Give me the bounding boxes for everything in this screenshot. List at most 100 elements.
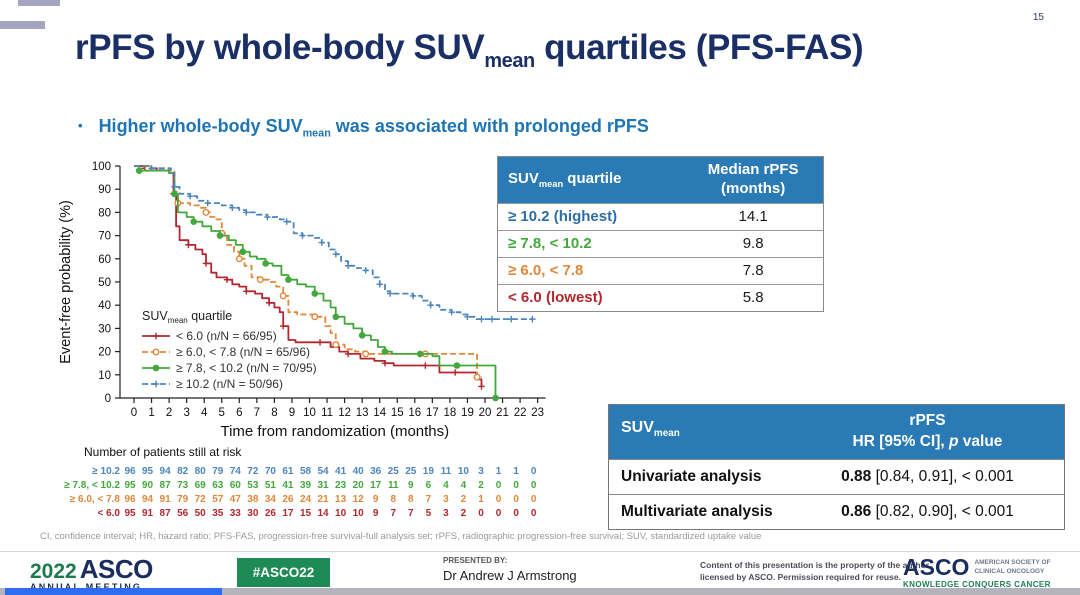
at-risk-value: 2: [461, 508, 467, 519]
at-risk-value: 33: [230, 508, 242, 519]
at-risk-value: 34: [265, 494, 277, 505]
svg-text:23: 23: [531, 407, 544, 419]
decor-bar-left: [0, 21, 45, 29]
at-risk-value: 90: [142, 480, 154, 491]
svg-text:18: 18: [444, 407, 457, 419]
at-risk-value: 87: [160, 508, 172, 519]
km-series-ge102: [134, 165, 536, 323]
at-risk-value: 31: [317, 480, 329, 491]
hashtag-badge: #ASCO22: [237, 558, 330, 587]
at-risk-value: 0: [496, 508, 502, 519]
bullet-point: • Higher whole-body SUVmean was associate…: [78, 116, 649, 140]
at-risk-value: 17: [370, 480, 382, 491]
svg-text:20: 20: [479, 407, 492, 419]
median-table-row: ≥ 10.2 (highest) 14.1: [498, 202, 823, 230]
x-axis-title: Time from randomization (months): [220, 423, 449, 440]
svg-text:2: 2: [166, 407, 172, 419]
at-risk-value: 0: [513, 480, 519, 491]
at-risk-value: 10: [335, 508, 347, 519]
at-risk-value: 13: [335, 494, 347, 505]
at-risk-value: 2: [461, 494, 467, 505]
at-risk-value: 23: [335, 480, 347, 491]
video-progress-fill[interactable]: [5, 588, 222, 595]
at-risk-value: 69: [195, 480, 207, 491]
at-risk-value: 41: [282, 480, 294, 491]
svg-text:100: 100: [92, 161, 111, 173]
svg-text:19: 19: [461, 407, 474, 419]
at-risk-value: 51: [265, 480, 277, 491]
hr-table-header: SUVmean rPFS HR [95% CI], p value: [609, 405, 1064, 459]
copyright-notice: Content of this presentation is the prop…: [700, 560, 931, 583]
svg-text:90: 90: [98, 184, 111, 196]
hr-table-row: Univariate analysis 0.88 [0.84, 0.91], < …: [609, 458, 1064, 494]
at-risk-value: 17: [282, 508, 294, 519]
at-risk-value: 0: [513, 508, 519, 519]
at-risk-row-label: ≥ 10.2: [92, 466, 120, 477]
at-risk-row-label: ≥ 7.8, < 10.2: [64, 480, 120, 491]
svg-text:10: 10: [303, 407, 316, 419]
at-risk-value: 79: [212, 466, 224, 477]
at-risk-value: 10: [458, 466, 470, 477]
svg-text:10: 10: [98, 370, 111, 382]
footer-year: 2022: [30, 560, 77, 583]
legend-entry: ≥ 7.8, < 10.2 (n/N = 70/95): [176, 361, 317, 375]
at-risk-value: 57: [212, 494, 224, 505]
at-risk-value: 0: [531, 466, 537, 477]
hr-table-header-rpfs: rPFS HR [95% CI], p value: [852, 412, 1003, 450]
at-risk-value: 1: [496, 466, 502, 477]
median-table-row: < 6.0 (lowest) 5.8: [498, 283, 823, 311]
at-risk-value: 94: [160, 466, 172, 477]
at-risk-value: 63: [212, 480, 224, 491]
at-risk-value: 54: [317, 466, 329, 477]
at-risk-value: 0: [496, 480, 502, 491]
legend-entry: < 6.0 (n/N = 66/95): [176, 329, 277, 343]
at-risk-value: 91: [142, 508, 154, 519]
asco-tagline: KNOWLEDGE CONQUERS CANCER: [903, 580, 1051, 589]
at-risk-value: 35: [212, 508, 224, 519]
at-risk-row-label: < 6.0: [97, 508, 120, 519]
at-risk-row-label: ≥ 6.0, < 7.8: [70, 494, 121, 505]
svg-text:20: 20: [98, 347, 111, 359]
at-risk-value: 91: [160, 494, 172, 505]
svg-text:13: 13: [356, 407, 369, 419]
video-progress-bar[interactable]: [0, 588, 1080, 595]
svg-text:0: 0: [105, 393, 111, 405]
hr-table-header-suvmean: SUVmean: [621, 419, 680, 440]
svg-text:5: 5: [219, 407, 225, 419]
at-risk-value: 9: [373, 494, 379, 505]
at-risk-value: 96: [124, 466, 136, 477]
at-risk-value: 0: [531, 480, 537, 491]
title-subscript: mean: [484, 50, 535, 72]
at-risk-value: 11: [388, 480, 399, 491]
svg-text:17: 17: [426, 407, 439, 419]
at-risk-value: 2: [478, 480, 484, 491]
svg-text:70: 70: [98, 231, 111, 243]
median-table-row: ≥ 6.0, < 7.8 7.8: [498, 256, 823, 284]
at-risk-value: 74: [230, 466, 242, 477]
km-legend: SUVmean quartile < 6.0 (n/N = 66/95) ≥ 6.0…: [142, 309, 317, 391]
at-risk-value: 1: [513, 466, 519, 477]
at-risk-value: 60: [230, 480, 242, 491]
at-risk-value: 72: [195, 494, 207, 505]
at-risk-value: 9: [373, 508, 379, 519]
at-risk-value: 3: [443, 494, 449, 505]
legend-entry: ≥ 6.0, < 7.8 (n/N = 65/96): [176, 345, 310, 359]
at-risk-value: 41: [335, 466, 347, 477]
legend-entry: ≥ 10.2 (n/N = 50/96): [176, 377, 283, 391]
at-risk-value: 95: [124, 480, 136, 491]
at-risk-value: 82: [177, 466, 189, 477]
at-risk-value: 58: [300, 466, 312, 477]
presented-by-block: PRESENTED BY: Dr Andrew J Armstrong: [443, 556, 577, 583]
at-risk-value: 14: [317, 508, 329, 519]
at-risk-value: 26: [265, 508, 277, 519]
hr-table-row: Multivariate analysis 0.86 [0.82, 0.90], …: [609, 493, 1064, 529]
svg-text:14: 14: [373, 407, 386, 419]
svg-text:40: 40: [98, 300, 111, 312]
median-table-row: ≥ 7.8, < 10.2 9.8: [498, 229, 823, 257]
y-axis-title: Event-free probability (%): [58, 200, 74, 364]
asco-logo-text: ASCO: [903, 554, 970, 580]
svg-text:3: 3: [183, 407, 189, 419]
at-risk-value: 6: [426, 480, 432, 491]
